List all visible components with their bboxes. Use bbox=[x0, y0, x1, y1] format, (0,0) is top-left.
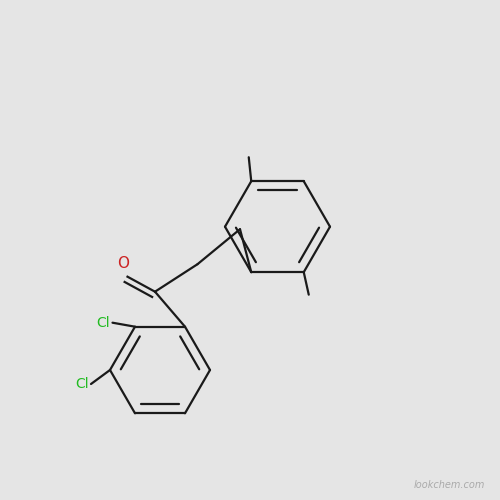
Text: O: O bbox=[118, 256, 130, 270]
Text: Cl: Cl bbox=[96, 316, 110, 330]
Text: lookchem.com: lookchem.com bbox=[414, 480, 485, 490]
Text: Cl: Cl bbox=[75, 377, 88, 391]
